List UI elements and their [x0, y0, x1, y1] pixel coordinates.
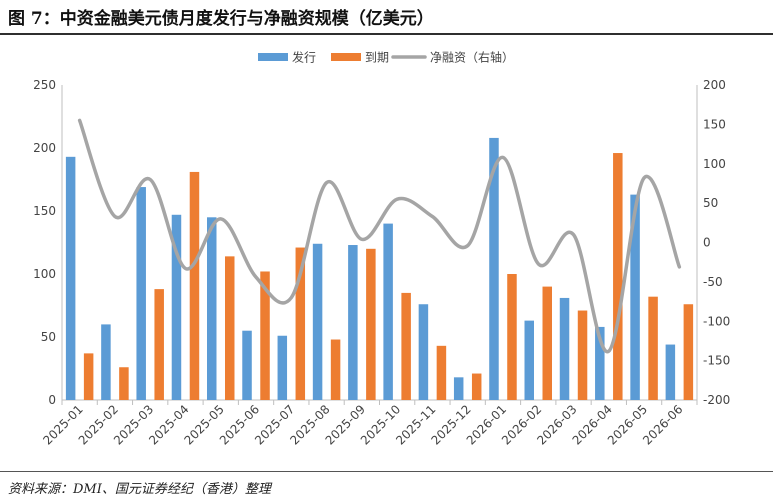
issuance-bar [383, 223, 393, 400]
issuance-bar [207, 217, 217, 400]
issuance-bar [348, 245, 358, 400]
legend-label-net: 净融资（右轴） [430, 50, 514, 65]
plot-area: 0 50 100 150 200 250 -200 -150 -100 -50 0 50 100 150 2… [33, 78, 730, 448]
left-axis-tick-label: 250 [33, 78, 56, 92]
maturity-bar [683, 304, 694, 400]
right-axis-tick-label: -150 [703, 354, 730, 368]
issuance-bar [101, 324, 111, 400]
left-axis-tick-label: 50 [41, 330, 56, 344]
maturity-bar [542, 286, 552, 400]
maturity-bar [225, 256, 235, 400]
maturity-bar [613, 153, 623, 400]
maturity-bar [83, 353, 94, 400]
maturity-bar [401, 292, 411, 400]
right-axis-tick-label: -100 [703, 314, 730, 328]
left-axis-tick-label: 150 [33, 204, 56, 218]
issuance-bar [65, 156, 76, 400]
issuance-bar [312, 243, 323, 400]
footer-divider [0, 471, 773, 472]
issuance-bar [171, 214, 182, 400]
maturity-bar [119, 367, 129, 400]
right-axis-tick-label: -200 [703, 393, 730, 407]
chart: 发行 到期 净融资（右轴） 0 50 100 150 200 250 -200 -150 -10… [33, 50, 730, 448]
issuance-bar [453, 377, 464, 400]
right-axis-tick-label: 100 [703, 157, 726, 171]
right-axis-tick-label: 50 [703, 196, 718, 210]
maturity-bar [648, 296, 658, 400]
issuance-bar [489, 137, 499, 401]
maturity-bar [295, 247, 306, 400]
issuance-bar [665, 344, 676, 400]
left-axis-tick-label: 200 [33, 141, 56, 155]
issuance-bar [630, 194, 640, 400]
page-title: 图 7：中资金融美元债月度发行与净融资规模（亿美元） [8, 9, 434, 29]
maturity-bar [189, 171, 200, 400]
right-axis-tick-label: 200 [703, 78, 726, 92]
issuance-bar [277, 335, 288, 400]
right-axis-tick-label: 0 [703, 236, 711, 250]
maturity-bar [260, 271, 270, 400]
issuance-bar [524, 320, 534, 400]
right-axis-tick-label: -50 [703, 275, 723, 289]
legend: 发行 到期 净融资（右轴） [258, 50, 514, 65]
title-divider [0, 33, 773, 35]
maturity-bar [154, 289, 164, 400]
maturity-bar [507, 274, 517, 400]
left-axis-tick-label: 0 [48, 393, 56, 407]
issuance-bar [559, 297, 570, 400]
source-note: 资料来源：DMI、国元证券经纪（香港）整理 [8, 482, 271, 497]
issuance-bar [242, 330, 252, 400]
maturity-bar [471, 373, 482, 400]
maturity-bar [577, 310, 588, 400]
net-financing-line [77, 118, 682, 354]
legend-label-maturity: 到期 [365, 51, 389, 65]
maturity-bar [436, 345, 447, 400]
legend-label-issuance: 发行 [292, 50, 316, 65]
maturity-bar [366, 248, 376, 400]
legend-swatch-issuance [258, 53, 288, 61]
issuance-bar [418, 304, 429, 400]
issuance-bar [595, 326, 605, 400]
maturity-bar [330, 339, 341, 400]
left-axis-tick-label: 100 [33, 267, 56, 281]
right-axis-tick-label: 150 [703, 117, 726, 131]
legend-swatch-maturity [331, 53, 361, 61]
issuance-bar [136, 187, 146, 400]
